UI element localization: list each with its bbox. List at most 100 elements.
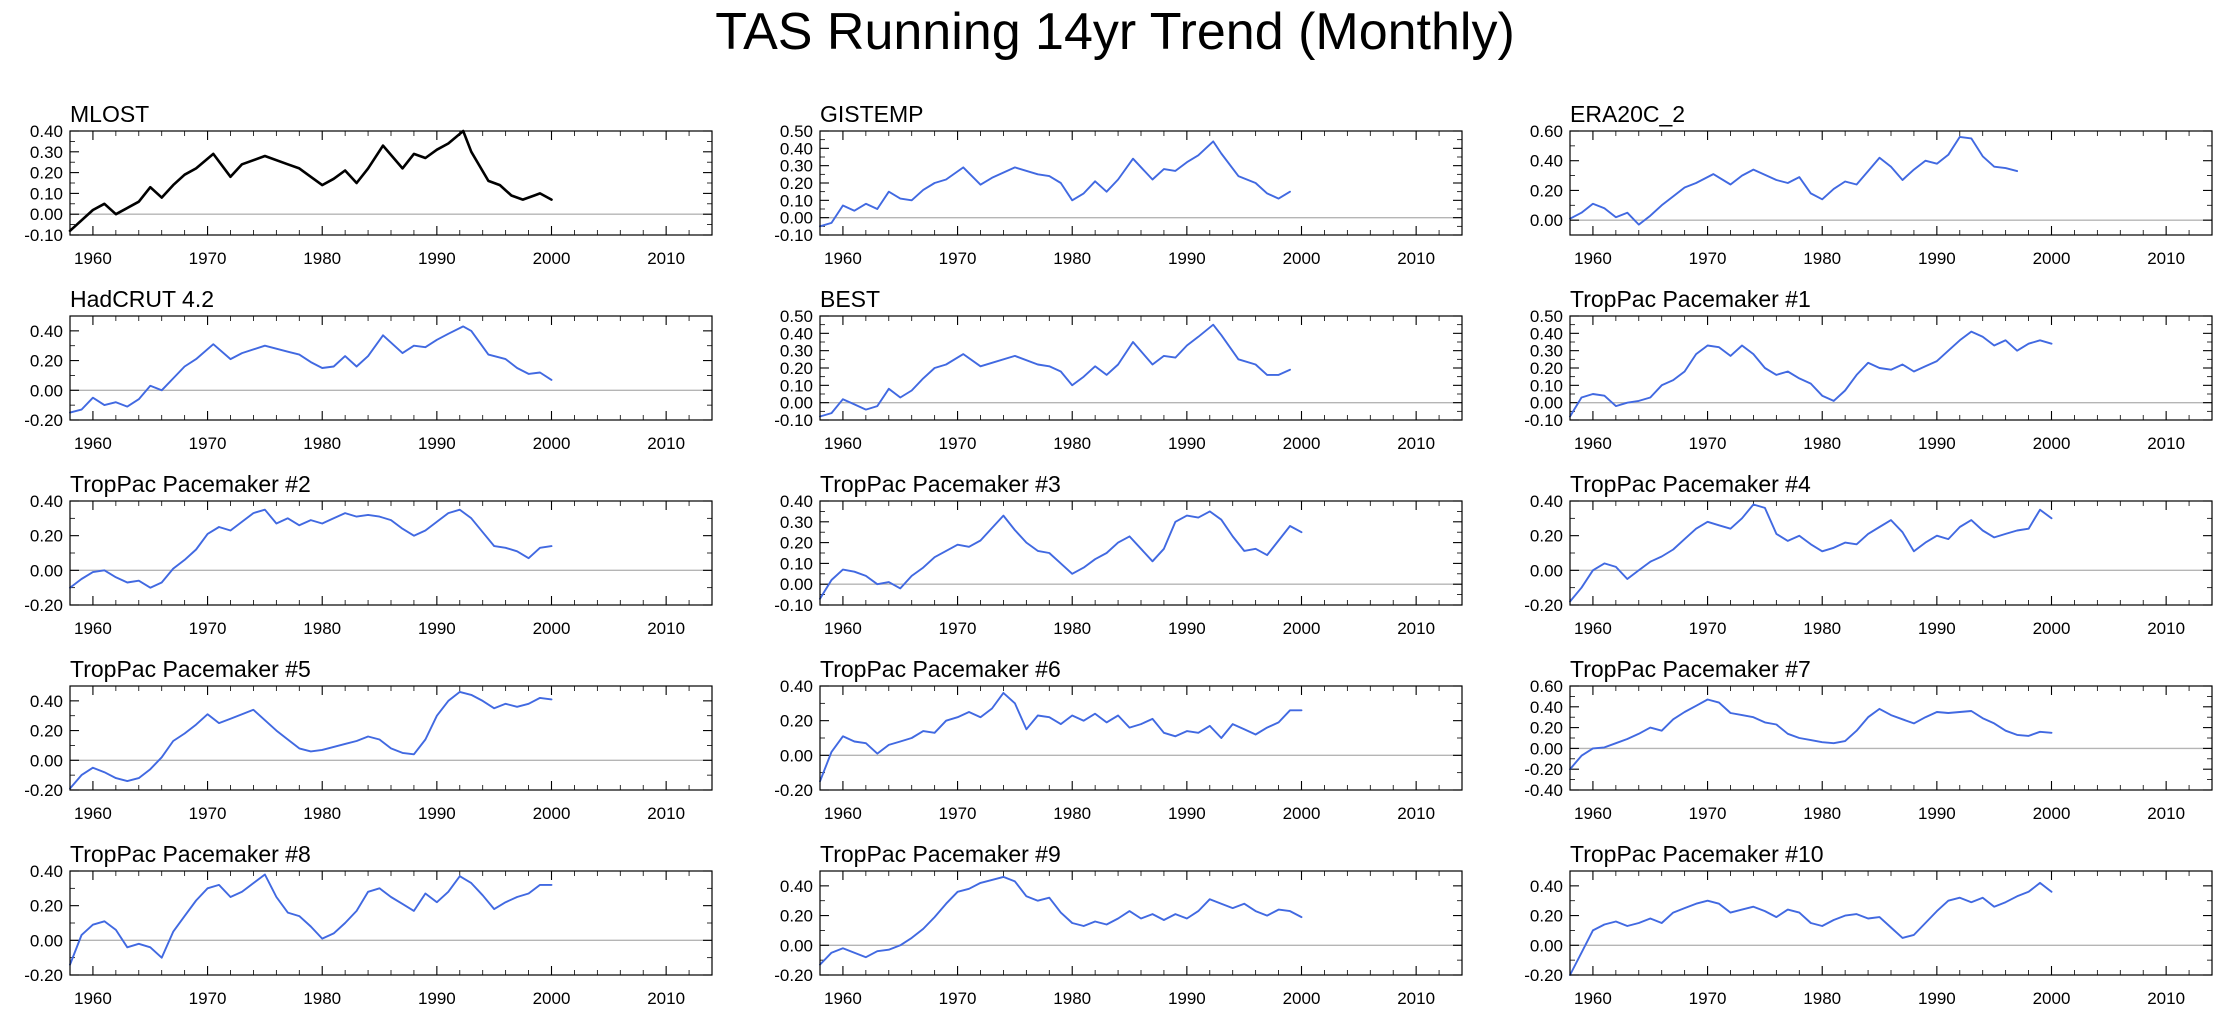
x-tick-label: 2010 [1397, 249, 1435, 268]
y-tick-label: 0.20 [1530, 359, 1563, 378]
panel-title: TropPac Pacemaker #1 [1570, 286, 1811, 312]
chart-panel: TropPac Pacemaker #6 -0.20 0.00 0.20 0.40 196… [774, 656, 1463, 823]
x-tick-label: 1980 [1053, 989, 1091, 1008]
y-tick-label: 0.10 [780, 554, 813, 573]
x-tick-label: 1960 [1574, 434, 1612, 453]
y-tick-label: 0.40 [1530, 324, 1563, 343]
x-tick-label: 1970 [189, 249, 227, 268]
panel-title: TropPac Pacemaker #10 [1570, 841, 1824, 867]
x-tick-label: 2010 [647, 434, 685, 453]
series-line [68, 129, 553, 233]
y-tick-label: -0.10 [1524, 411, 1563, 430]
y-tick-label: 0.00 [780, 575, 813, 594]
plot-frame [1569, 870, 2213, 976]
x-tick-label: 1970 [1689, 619, 1727, 638]
x-tick-label: 2010 [647, 804, 685, 823]
x-tick-label: 1980 [1803, 434, 1841, 453]
plot-frame [1569, 500, 2213, 606]
y-tick-label: 0.40 [780, 877, 813, 896]
x-tick-label: 2000 [1283, 804, 1321, 823]
plot-frame [1569, 315, 2213, 421]
chart-panel: BEST -0.100.000.100.200.300.400.50 1960 197… [774, 286, 1463, 453]
y-tick-label: 0.40 [30, 692, 63, 711]
chart-panel: ERA20C_2 0.00 0.20 0.40 0.60 1960 1970 1980 1990… [1530, 101, 2213, 268]
y-tick-label: 0.30 [30, 143, 63, 162]
x-tick-label: 1970 [939, 619, 977, 638]
chart-panel: TropPac Pacemaker #2 -0.20 0.00 0.20 0.40 196… [24, 471, 713, 638]
series-line [819, 323, 1291, 418]
y-tick-label: 0.20 [30, 897, 63, 916]
panel-title: GISTEMP [820, 101, 924, 127]
y-tick-label: 0.00 [780, 936, 813, 955]
x-tick-label: 1990 [1168, 434, 1206, 453]
x-tick-label: 1980 [1803, 619, 1841, 638]
y-tick-label: 0.40 [780, 324, 813, 343]
plot-frame [819, 685, 1463, 791]
series-line [1569, 330, 2053, 418]
series-line [819, 691, 1303, 783]
x-tick-label: 1990 [1918, 804, 1956, 823]
y-tick-label: 0.20 [1530, 181, 1563, 200]
y-tick-label: -0.20 [24, 966, 63, 985]
chart-panel: MLOST -0.10 0.00 0.100.20 0.30 0.40 1960 1970 19… [24, 101, 713, 268]
x-tick-label: 1980 [1053, 434, 1091, 453]
plot-frame [69, 315, 713, 421]
panel-title: MLOST [70, 101, 149, 127]
x-tick-label: 1990 [1168, 989, 1206, 1008]
x-tick-label: 1960 [1574, 804, 1612, 823]
y-tick-label: 0.40 [780, 677, 813, 696]
y-tick-label: 0.40 [30, 862, 63, 881]
x-tick-label: 1960 [74, 804, 112, 823]
series-line [1569, 135, 2019, 226]
x-tick-label: 1960 [74, 619, 112, 638]
y-tick-label: 0.20 [780, 534, 813, 553]
x-tick-label: 1990 [418, 434, 456, 453]
x-tick-label: 1990 [418, 619, 456, 638]
x-tick-label: 1990 [1168, 619, 1206, 638]
chart-panel: TropPac Pacemaker #7 -0.40 -0.20 0.000.20 0.… [1524, 656, 2213, 823]
series-line [819, 875, 1303, 966]
x-tick-label: 1990 [418, 249, 456, 268]
y-tick-label: 0.30 [780, 157, 813, 176]
x-tick-label: 1990 [1918, 619, 1956, 638]
y-tick-label: -0.20 [24, 411, 63, 430]
series-line [819, 510, 1303, 600]
x-tick-label: 2010 [2147, 619, 2185, 638]
x-tick-label: 1970 [939, 434, 977, 453]
series-line [1569, 698, 2053, 771]
panel-title: TropPac Pacemaker #7 [1570, 656, 1811, 682]
panel-title: TropPac Pacemaker #3 [820, 471, 1061, 497]
y-tick-label: 0.00 [30, 205, 63, 224]
x-tick-label: 2000 [533, 249, 571, 268]
y-tick-label: 0.20 [30, 352, 63, 371]
x-tick-label: 1970 [1689, 249, 1727, 268]
x-tick-label: 1980 [303, 434, 341, 453]
y-tick-label: 0.20 [780, 174, 813, 193]
y-tick-label: -0.20 [24, 781, 63, 800]
y-tick-label: 0.00 [780, 746, 813, 765]
x-tick-label: 2010 [1397, 989, 1435, 1008]
x-tick-label: 1970 [939, 804, 977, 823]
chart-panel: TropPac Pacemaker #8 -0.20 0.00 0.20 0.40 196… [24, 841, 713, 1008]
x-tick-label: 1960 [824, 434, 862, 453]
y-tick-label: 0.50 [1530, 307, 1563, 326]
plot-frame [69, 685, 713, 791]
x-tick-label: 1960 [1574, 249, 1612, 268]
x-tick-label: 2010 [2147, 434, 2185, 453]
series-line [1569, 881, 2053, 976]
x-tick-label: 1970 [939, 989, 977, 1008]
x-tick-label: 1970 [1689, 804, 1727, 823]
y-tick-label: 0.00 [1530, 211, 1563, 230]
x-tick-label: 1980 [303, 989, 341, 1008]
chart-panel: TropPac Pacemaker #9 -0.20 0.00 0.20 0.40 196… [774, 841, 1463, 1008]
y-tick-label: 0.00 [30, 561, 63, 580]
x-tick-label: 1960 [824, 989, 862, 1008]
x-tick-label: 1980 [303, 804, 341, 823]
y-tick-label: 0.40 [1530, 877, 1563, 896]
y-tick-label: 0.40 [1530, 698, 1563, 717]
x-tick-label: 1960 [824, 249, 862, 268]
y-tick-label: 0.00 [780, 209, 813, 228]
x-tick-label: 1970 [189, 434, 227, 453]
series-line [69, 873, 553, 966]
x-tick-label: 2000 [2033, 434, 2071, 453]
